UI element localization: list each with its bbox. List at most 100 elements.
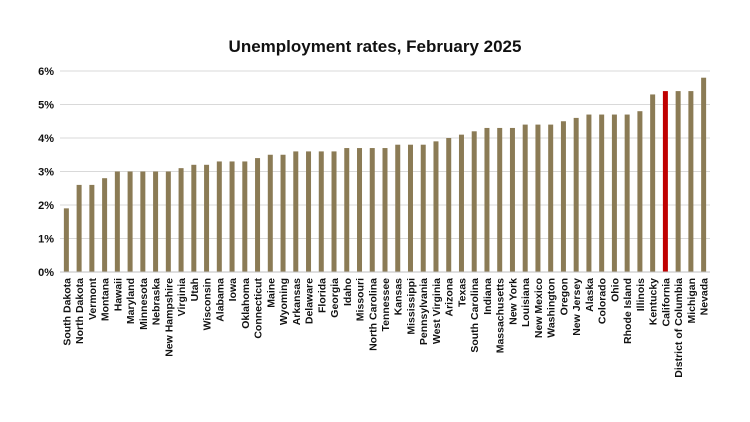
x-tick-label: North Carolina <box>367 278 379 351</box>
x-tick-label: Idaho <box>342 278 354 306</box>
bar <box>255 158 261 272</box>
bar <box>63 208 69 272</box>
y-tick-label: 6% <box>38 66 54 78</box>
bar <box>701 77 707 272</box>
x-tick-label: Massachusetts <box>495 278 507 353</box>
x-tick-label: South Dakota <box>61 278 73 346</box>
x-tick-label: Utah <box>189 278 201 301</box>
bar <box>395 144 401 272</box>
x-tick-label: Connecticut <box>253 278 265 339</box>
x-tick-label: Illinois <box>635 278 647 311</box>
bar <box>165 171 171 272</box>
bar <box>611 114 617 272</box>
bar <box>267 154 273 272</box>
bar <box>560 121 566 272</box>
bar <box>204 164 210 272</box>
bar <box>76 184 82 272</box>
bar <box>433 141 439 272</box>
bar <box>586 114 592 272</box>
x-tick-label: New Hampshire <box>163 278 175 357</box>
y-tick-label: 5% <box>38 100 54 112</box>
bar <box>89 184 95 272</box>
bar <box>344 148 350 272</box>
x-tick-label: Wyoming <box>278 278 290 325</box>
bar <box>535 124 541 272</box>
x-tick-label: South Carolina <box>469 278 481 353</box>
bar <box>318 151 324 272</box>
bar <box>242 161 248 272</box>
bar <box>369 148 375 272</box>
bar <box>407 144 413 272</box>
x-tick-label: Rhode Island <box>622 278 634 344</box>
bar <box>471 131 477 272</box>
bar <box>484 127 490 272</box>
x-tick-label: Alabama <box>214 278 226 322</box>
x-tick-label: Florida <box>316 278 328 313</box>
x-tick-label: Colorado <box>597 278 609 324</box>
x-tick-label: Montana <box>100 278 112 321</box>
x-tick-label: New Mexico <box>533 278 545 338</box>
x-tick-label: Oklahoma <box>240 278 252 329</box>
x-tick-label: Georgia <box>329 278 341 318</box>
bar <box>573 117 579 273</box>
bar <box>675 91 681 272</box>
y-tick-label: 2% <box>38 200 54 212</box>
x-tick-label: District of Columbia <box>673 278 685 378</box>
bar <box>153 171 159 272</box>
x-tick-label: Arizona <box>444 278 456 317</box>
x-tick-label: Iowa <box>227 278 239 301</box>
y-tick-label: 1% <box>38 234 54 246</box>
x-tick-label: Oregon <box>558 278 570 315</box>
x-tick-label: North Dakota <box>74 278 86 344</box>
bar <box>446 138 452 272</box>
x-tick-label: Kansas <box>393 278 405 316</box>
bar <box>624 114 630 272</box>
x-tick-label: Delaware <box>304 278 316 324</box>
x-tick-label: Mississippi <box>405 278 417 335</box>
bar <box>191 164 197 272</box>
x-tick-label: Wisconsin <box>202 278 214 330</box>
x-tick-label: New Jersey <box>571 278 583 336</box>
y-tick-label: 0% <box>38 267 54 279</box>
bar <box>599 114 605 272</box>
bar <box>637 111 643 272</box>
chart-title: Unemployment rates, February 2025 <box>228 37 522 56</box>
y-tick-label: 3% <box>38 167 54 179</box>
x-tick-label: Indiana <box>482 278 494 315</box>
x-tick-label: Michigan <box>686 278 698 324</box>
bar <box>293 151 299 272</box>
bar <box>650 94 656 272</box>
x-tick-label: Texas <box>456 278 468 307</box>
x-tick-label: Nebraska <box>151 278 163 325</box>
y-tick-label: 4% <box>38 133 54 145</box>
bar <box>102 178 108 272</box>
x-tick-label: Minnesota <box>138 278 150 330</box>
bar <box>497 127 503 272</box>
bar <box>229 161 235 272</box>
bar <box>420 144 426 272</box>
x-tick-label: Pennsylvania <box>418 278 430 345</box>
bar <box>357 148 363 272</box>
bar <box>548 124 554 272</box>
bar <box>280 154 286 272</box>
bar <box>114 171 120 272</box>
bar <box>331 151 337 272</box>
bar <box>140 171 146 272</box>
x-tick-label: Vermont <box>87 278 99 321</box>
x-tick-label: Washington <box>546 278 558 338</box>
x-tick-label: Maryland <box>125 278 137 324</box>
x-tick-label: West Virginia <box>431 278 443 344</box>
x-tick-label: Ohio <box>609 278 621 302</box>
x-tick-label: Nevada <box>699 278 711 316</box>
x-tick-label: Hawaii <box>112 278 124 311</box>
x-tick-label: Virginia <box>176 278 188 316</box>
bar <box>127 171 133 272</box>
bar <box>216 161 222 272</box>
bar <box>458 134 464 272</box>
x-tick-label: Tennessee <box>380 278 392 332</box>
x-tick-label: Alaska <box>584 278 596 312</box>
x-tick-label: Missouri <box>355 278 367 321</box>
bar <box>662 91 668 272</box>
